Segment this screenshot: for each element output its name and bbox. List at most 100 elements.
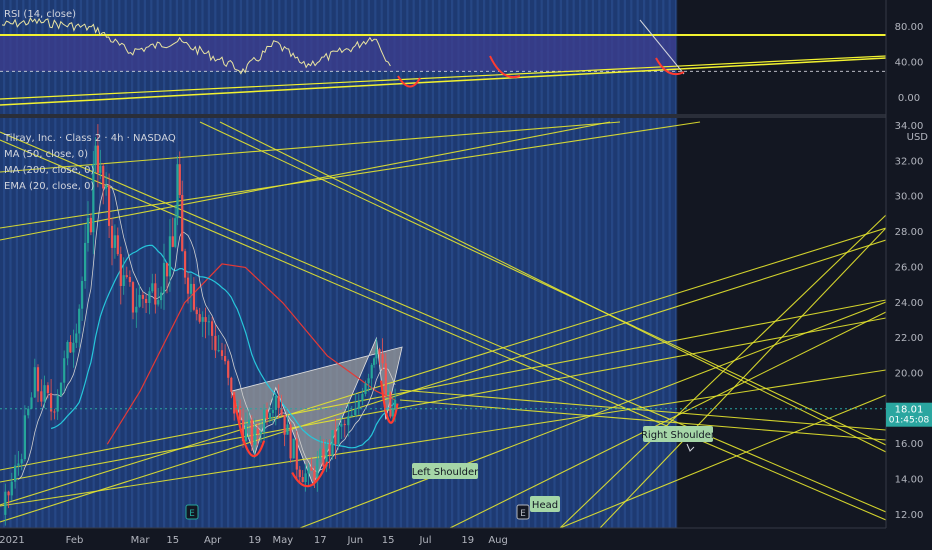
candle (259, 432, 263, 434)
candle (387, 392, 390, 395)
price-tick-label: 34.00 (895, 121, 924, 132)
candle (244, 424, 247, 442)
candle (239, 406, 242, 420)
rsi-legend[interactable]: RSI (14, close) (4, 9, 76, 20)
candle (81, 281, 84, 309)
pattern-highlights (232, 380, 399, 488)
candle (176, 164, 179, 219)
candle (289, 424, 292, 459)
rsi-downtrend-line (639, 19, 685, 75)
rsi-highlight-2 (489, 55, 521, 78)
candle (186, 277, 190, 294)
trendline (559, 214, 886, 528)
date-tick-label: Mar (131, 535, 151, 546)
candle (331, 430, 334, 455)
rsi-tick-label: 80.00 (895, 22, 924, 33)
candle (72, 342, 75, 353)
svg-text:Right Shoulder: Right Shoulder (641, 430, 716, 441)
candle (162, 262, 166, 293)
candle (178, 164, 181, 195)
last-price-tag: 18.01 01:45:08 (886, 402, 932, 427)
candle (63, 358, 66, 383)
candle (214, 335, 217, 351)
trendline (0, 299, 886, 471)
trendline (0, 227, 886, 506)
candle (378, 349, 381, 355)
candle (381, 354, 384, 364)
head-shoulders-pattern (230, 336, 403, 486)
candle (110, 225, 114, 248)
candle (357, 401, 360, 409)
svg-text:E: E (189, 509, 195, 519)
candle (160, 292, 163, 301)
price-tick-label: 20.00 (895, 369, 924, 380)
indicator-ma-50[interactable]: MA (50, close, 0) (4, 149, 88, 160)
trendline (399, 389, 886, 431)
candle (277, 395, 280, 408)
earnings-marker-2[interactable]: E (516, 504, 530, 520)
candle (84, 242, 87, 281)
candle (17, 463, 20, 466)
candle (364, 383, 367, 394)
candle (157, 300, 160, 305)
candle (108, 185, 111, 226)
price-axis[interactable] (886, 0, 932, 550)
candle (86, 217, 90, 243)
candle (227, 361, 230, 378)
candle (328, 443, 331, 455)
candle (119, 254, 122, 286)
cursor-arrow-icon (686, 443, 695, 452)
candle (391, 408, 394, 417)
candle (310, 467, 313, 471)
pattern-highlight-3 (380, 380, 399, 424)
candle (78, 308, 81, 334)
indicator-ma-200[interactable]: MA (200, close, 0) (4, 165, 94, 176)
candle (370, 364, 373, 379)
candle (96, 145, 99, 173)
candle (92, 164, 95, 233)
candle (220, 350, 224, 356)
candle (43, 385, 46, 402)
rsi-tick-label: 0.00 (898, 93, 920, 104)
candle (286, 424, 289, 435)
candle (168, 236, 171, 277)
date-tick-label: May (272, 535, 293, 546)
candle (361, 394, 364, 402)
candle (375, 349, 378, 359)
candle (40, 391, 43, 402)
candle (135, 306, 138, 313)
candle (247, 419, 250, 425)
trendline (599, 227, 886, 528)
date-tick-label: 2021 (0, 535, 25, 546)
trendline (0, 139, 886, 521)
rsi-support-line (0, 57, 886, 106)
candle (253, 428, 256, 446)
candle (66, 342, 69, 359)
candle (116, 235, 119, 255)
rsi-pane[interactable] (0, 16, 886, 106)
svg-text:Left Shoulder: Left Shoulder (412, 467, 479, 478)
price-legend-title[interactable]: Tilray, Inc. · Class 2 · 4h · NASDAQ (3, 133, 176, 144)
time-axis[interactable] (0, 528, 932, 550)
trendline (0, 121, 611, 241)
indicator-ema-20[interactable]: EMA (20, close, 0) (4, 181, 94, 192)
candle (69, 342, 72, 353)
price-pane[interactable] (0, 121, 886, 528)
trendline (0, 317, 886, 483)
candle (217, 350, 220, 352)
candle (207, 321, 210, 323)
candle (204, 317, 207, 322)
candle (325, 443, 328, 467)
candle (304, 473, 307, 482)
earnings-marker-1[interactable]: E (185, 504, 199, 520)
candle (316, 459, 319, 481)
candle (389, 392, 392, 417)
price-tick-label: 26.00 (895, 262, 924, 273)
candle (33, 367, 36, 398)
candle (301, 477, 304, 483)
candle (295, 438, 298, 470)
price-tick-label: 28.00 (895, 227, 924, 238)
candle (292, 438, 295, 459)
candle (138, 294, 141, 307)
